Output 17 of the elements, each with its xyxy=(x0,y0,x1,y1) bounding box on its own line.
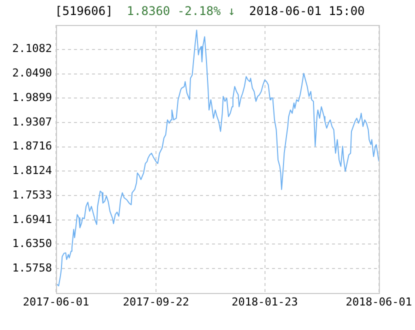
text: 2018-06-01 15:00 xyxy=(249,4,365,18)
y-tick-label: 2.1082 xyxy=(12,42,52,56)
x-tick-label: 2017-09-22 xyxy=(122,295,190,308)
y-tick-label: 1.9307 xyxy=(12,115,52,128)
y-tick-label: 1.6941 xyxy=(12,212,52,226)
y-tick-label: 1.7533 xyxy=(12,188,52,202)
x-tick-label: 2018-06-01 xyxy=(346,295,412,308)
y-tick-label: 1.9899 xyxy=(12,90,52,104)
y-tick-label: 2.0490 xyxy=(12,66,52,80)
x-tick-label: 2018-01-23 xyxy=(232,295,298,308)
y-tick-label: 1.6350 xyxy=(12,237,52,250)
y-tick-label: 1.8716 xyxy=(12,140,52,153)
y-tick-label: 1.8124 xyxy=(12,164,52,178)
chart-subtitle: 1.8360 -2.18% ↓ xyxy=(126,4,236,18)
x-tick-label: 2017-06-01 xyxy=(22,295,90,308)
y-tick-label: 1.5758 xyxy=(12,261,52,274)
chart-title: [519606] xyxy=(55,4,113,18)
